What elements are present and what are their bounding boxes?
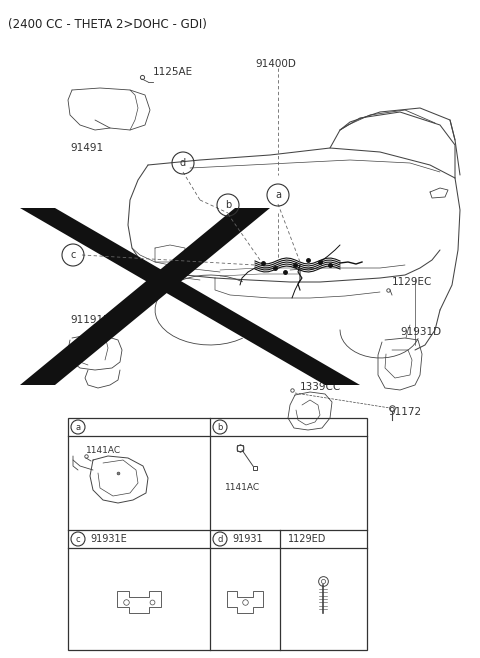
- Text: 91191F: 91191F: [70, 315, 109, 325]
- Text: 91400D: 91400D: [255, 59, 296, 69]
- Text: 91172: 91172: [388, 407, 421, 417]
- Text: 91491: 91491: [70, 143, 103, 153]
- Text: d: d: [180, 158, 186, 168]
- Bar: [68, 418, 367, 650]
- Text: 1141AC: 1141AC: [86, 446, 121, 455]
- Text: 1141AC: 1141AC: [225, 483, 260, 492]
- Text: a: a: [75, 422, 81, 432]
- Text: (2400 CC - THETA 2>DOHC - GDI): (2400 CC - THETA 2>DOHC - GDI): [8, 18, 207, 31]
- Text: b: b: [217, 422, 223, 432]
- Text: b: b: [225, 200, 231, 210]
- Text: 91931: 91931: [232, 534, 263, 544]
- Polygon shape: [20, 208, 270, 385]
- Text: d: d: [217, 534, 223, 544]
- Text: 1129EC: 1129EC: [392, 277, 432, 287]
- Polygon shape: [20, 208, 360, 385]
- Text: 1339CC: 1339CC: [300, 382, 341, 392]
- Text: a: a: [275, 190, 281, 200]
- Text: 91931E: 91931E: [90, 534, 127, 544]
- Text: 91931D: 91931D: [400, 327, 441, 337]
- Text: 1129ED: 1129ED: [288, 534, 326, 544]
- Text: c: c: [76, 534, 80, 544]
- Text: 1125AE: 1125AE: [153, 67, 193, 77]
- Text: c: c: [70, 250, 76, 260]
